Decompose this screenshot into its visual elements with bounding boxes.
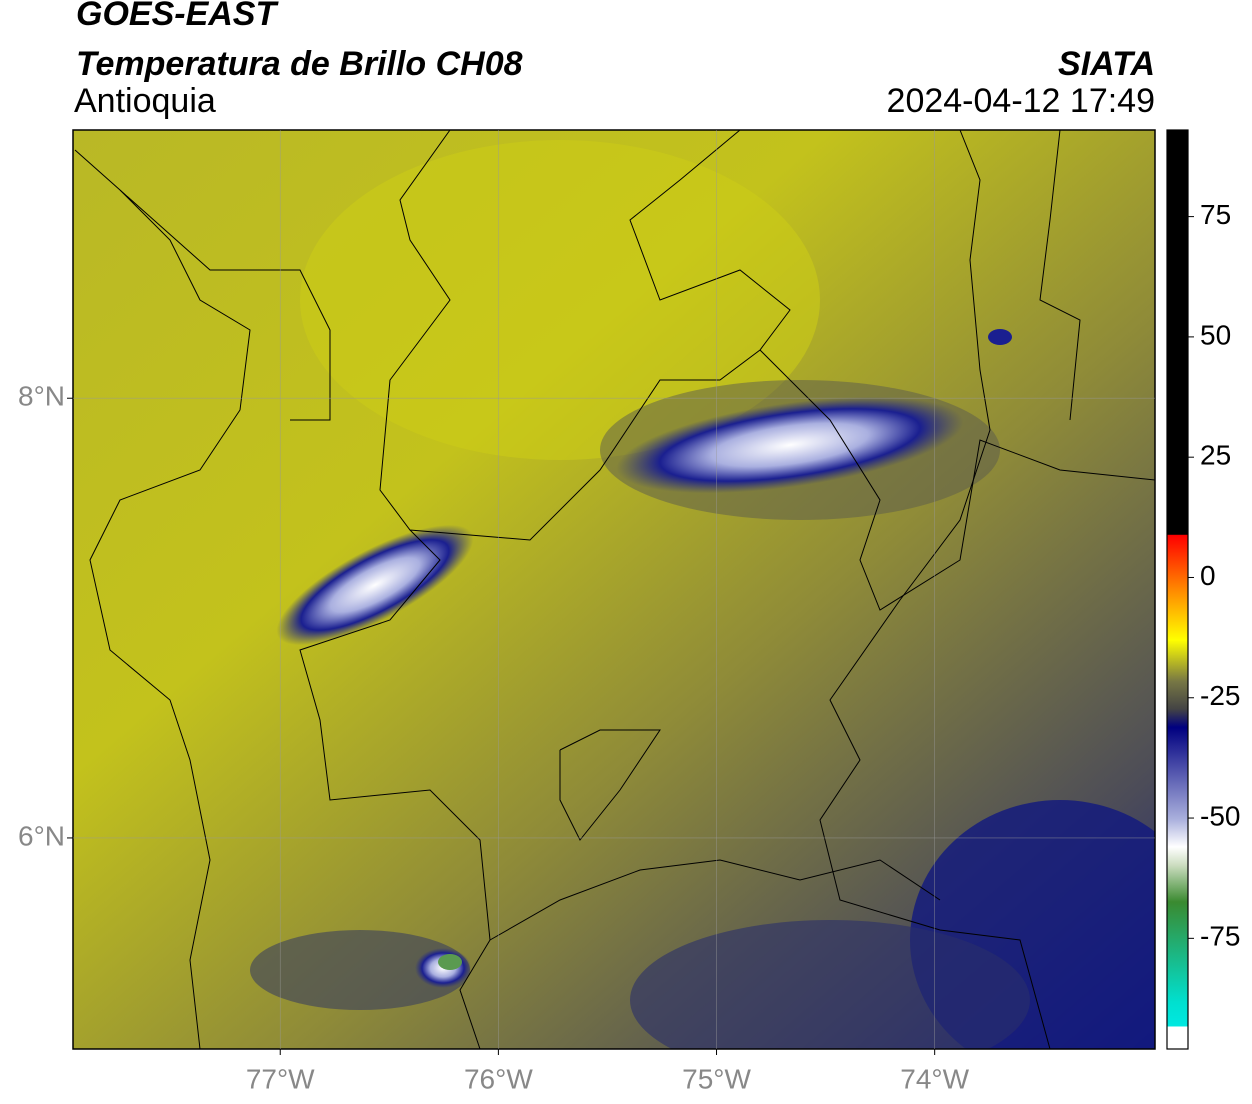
colorbar-tick-label: -50 [1200,800,1240,831]
timestamp: 2024-04-12 17:49 [887,82,1155,120]
colorbar-tick-label: 50 [1200,319,1231,350]
x-tick-label: 75°W [682,1063,751,1094]
y-tick-label: 8°N [18,381,65,412]
colorbar-tick-label: -75 [1200,921,1240,952]
map-frame [72,129,1156,1050]
colorbar [1166,129,1189,1050]
colorbar-tick-label: -25 [1200,680,1240,711]
x-tick-label: 76°W [464,1063,533,1094]
source: SIATA [1058,45,1155,83]
y-tick-label: 6°N [18,820,65,851]
subtitle: Temperatura de Brillo CH08 [76,45,523,83]
region: Antioquia [74,82,216,120]
x-tick-label: 77°W [246,1063,315,1094]
colorbar-tick-label: 25 [1200,440,1231,471]
colorbar-tick-label: 0 [1200,560,1216,591]
x-tick-label: 74°W [900,1063,969,1094]
title: GOES-EAST [76,0,279,33]
colorbar-tick-label: 75 [1200,199,1231,230]
map-image [73,130,1155,1049]
